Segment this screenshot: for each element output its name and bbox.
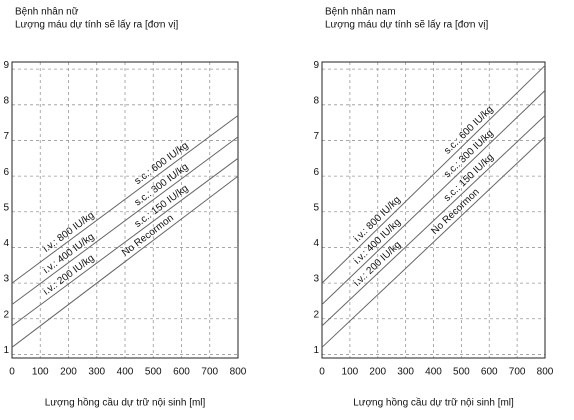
y-tick-label: 6	[313, 167, 319, 178]
y-tick-label: 2	[3, 309, 9, 320]
x-axis-label: Lượng hồng cầu dự trữ nội sinh [ml]	[45, 397, 206, 409]
y-tick-label: 7	[3, 131, 9, 142]
x-tick-label: 200	[369, 367, 386, 378]
x-tick-label: 300	[397, 367, 414, 378]
y-tick-label: 8	[3, 95, 9, 106]
x-axis-label: Lượng hồng cầu dự trữ nội sinh [ml]	[353, 397, 514, 409]
x-tick-label: 200	[60, 367, 77, 378]
x-tick-label: 0	[319, 367, 325, 378]
x-tick-label: 500	[145, 367, 162, 378]
x-tick-label: 600	[481, 367, 498, 378]
x-tick-label: 800	[230, 367, 247, 378]
x-tick-label: 700	[201, 367, 218, 378]
data-line	[321, 115, 546, 327]
x-tick-label: 300	[88, 367, 105, 378]
y-tick-label: 5	[3, 202, 9, 213]
y-tick-label: 7	[313, 131, 319, 142]
data-line	[321, 90, 546, 305]
data-line	[11, 157, 239, 327]
x-tick-label: 500	[453, 367, 470, 378]
plot-frame	[11, 61, 239, 359]
y-tick-label: 9	[3, 60, 9, 71]
x-tick-label: 100	[342, 367, 359, 378]
chart-subtitle: Lượng máu dự tính sẽ lấy ra [đơn vị]	[15, 19, 178, 31]
data-line	[11, 115, 239, 284]
data-line	[321, 65, 546, 284]
chart-subtitle: Lượng máu dự tính sẽ lấy ra [đơn vị]	[325, 19, 488, 31]
x-tick-label: 100	[32, 367, 49, 378]
plot-frame	[321, 61, 546, 359]
data-line	[11, 136, 239, 305]
data-line	[321, 136, 546, 348]
y-tick-label: 4	[313, 238, 319, 249]
x-tick-label: 700	[509, 367, 526, 378]
y-tick-label: 9	[313, 60, 319, 71]
y-tick-label: 8	[313, 95, 319, 106]
x-tick-label: 0	[9, 367, 15, 378]
y-tick-label: 2	[313, 309, 319, 320]
y-tick-label: 3	[3, 274, 9, 285]
chart-title: Bệnh nhân nam	[325, 7, 396, 18]
x-tick-label: 600	[173, 367, 190, 378]
y-tick-label: 6	[3, 167, 9, 178]
y-tick-label: 1	[313, 345, 319, 356]
y-tick-label: 5	[313, 202, 319, 213]
x-tick-label: 400	[425, 367, 442, 378]
data-line	[11, 175, 239, 348]
y-tick-label: 4	[3, 238, 9, 249]
x-tick-label: 800	[537, 367, 554, 378]
y-tick-label: 3	[313, 274, 319, 285]
x-tick-label: 400	[117, 367, 134, 378]
chart-title: Bệnh nhân nữ	[15, 7, 79, 18]
y-tick-label: 1	[3, 345, 9, 356]
